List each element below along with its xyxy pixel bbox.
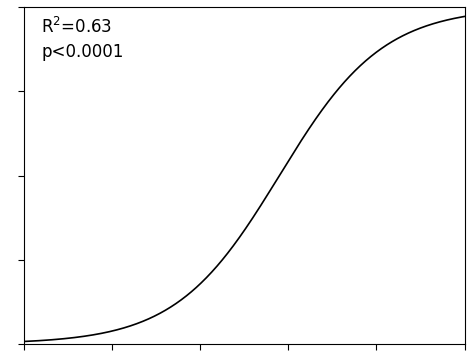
Text: R$^2$=0.63
p<0.0001: R$^2$=0.63 p<0.0001 xyxy=(41,17,124,61)
